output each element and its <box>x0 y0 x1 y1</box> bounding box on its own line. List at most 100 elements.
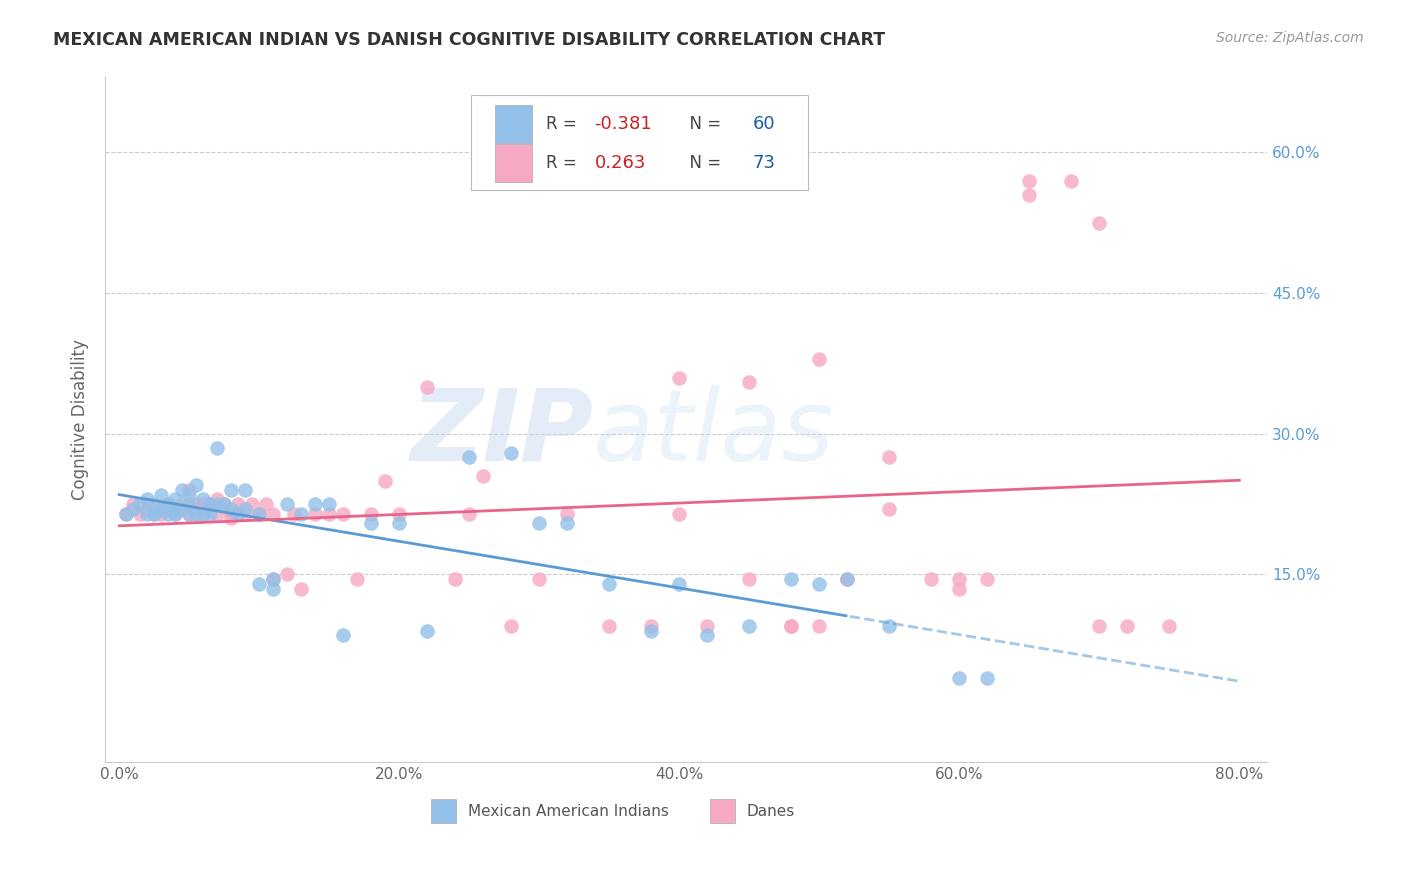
Point <box>219 501 242 516</box>
Point <box>200 497 222 511</box>
Point <box>165 507 187 521</box>
Text: Mexican American Indians: Mexican American Indians <box>468 804 669 819</box>
FancyBboxPatch shape <box>710 799 735 823</box>
Point <box>598 619 620 633</box>
Point <box>668 370 690 384</box>
Point <box>879 450 901 465</box>
Point <box>157 497 180 511</box>
Point <box>262 572 284 586</box>
FancyBboxPatch shape <box>430 799 456 823</box>
Point <box>290 582 312 596</box>
Point <box>205 507 228 521</box>
Point <box>304 497 326 511</box>
Point <box>1088 619 1111 633</box>
Text: MEXICAN AMERICAN INDIAN VS DANISH COGNITIVE DISABILITY CORRELATION CHART: MEXICAN AMERICAN INDIAN VS DANISH COGNIT… <box>53 31 886 49</box>
Point <box>668 577 690 591</box>
Point <box>780 619 803 633</box>
Point <box>115 507 138 521</box>
Point <box>1060 173 1083 187</box>
Text: atlas: atlas <box>593 385 835 482</box>
Point <box>212 497 235 511</box>
Point <box>186 497 208 511</box>
Point <box>640 619 662 633</box>
Point <box>738 619 761 633</box>
Point <box>948 572 970 586</box>
Point <box>696 628 718 642</box>
Point <box>668 507 690 521</box>
Point <box>696 619 718 633</box>
Point <box>226 507 249 521</box>
Point <box>205 497 228 511</box>
Point <box>374 474 396 488</box>
Point <box>233 483 256 497</box>
Point <box>150 501 173 516</box>
Text: Danes: Danes <box>747 804 794 819</box>
Point <box>247 577 270 591</box>
Point <box>416 380 439 394</box>
Point <box>143 507 166 521</box>
Point <box>458 450 481 465</box>
Point <box>186 507 208 521</box>
Point <box>738 572 761 586</box>
Text: N =: N = <box>679 115 727 133</box>
Text: ZIP: ZIP <box>411 385 593 482</box>
Point <box>179 507 201 521</box>
Text: R =: R = <box>546 154 586 172</box>
Point <box>233 501 256 516</box>
Point <box>318 507 340 521</box>
Text: N =: N = <box>679 154 727 172</box>
Point <box>529 516 551 530</box>
Point <box>388 507 411 521</box>
Point <box>122 501 145 516</box>
Point <box>172 501 194 516</box>
Point <box>332 628 354 642</box>
Text: R =: R = <box>546 115 582 133</box>
Point <box>219 507 242 521</box>
Point <box>219 483 242 497</box>
Point <box>122 497 145 511</box>
Point <box>640 624 662 638</box>
Point <box>976 572 998 586</box>
Point <box>276 567 298 582</box>
Point <box>186 507 208 521</box>
Point <box>186 478 208 492</box>
Point <box>136 507 159 521</box>
Point <box>501 445 523 459</box>
Point <box>444 572 467 586</box>
Point <box>136 501 159 516</box>
Point <box>179 507 201 521</box>
Point <box>332 507 354 521</box>
Point <box>262 572 284 586</box>
Point <box>879 501 901 516</box>
Point <box>165 501 187 516</box>
Point <box>346 572 368 586</box>
Y-axis label: Cognitive Disability: Cognitive Disability <box>72 339 89 500</box>
Point <box>193 507 215 521</box>
Point <box>129 507 152 521</box>
Point <box>472 469 495 483</box>
Point <box>262 507 284 521</box>
Point <box>193 497 215 511</box>
Point <box>179 488 201 502</box>
Point <box>150 501 173 516</box>
Point <box>808 577 831 591</box>
Point <box>501 619 523 633</box>
Point <box>157 497 180 511</box>
Point <box>247 507 270 521</box>
Point <box>226 497 249 511</box>
Point <box>304 507 326 521</box>
Point <box>179 483 201 497</box>
Point <box>416 624 439 638</box>
Point <box>172 483 194 497</box>
Point <box>290 507 312 521</box>
Point <box>1116 619 1139 633</box>
Point <box>165 507 187 521</box>
Point <box>976 671 998 685</box>
Point <box>219 511 242 525</box>
FancyBboxPatch shape <box>471 95 808 190</box>
Point <box>555 507 578 521</box>
Point <box>254 497 277 511</box>
Point <box>179 497 201 511</box>
Point <box>780 619 803 633</box>
Point <box>165 501 187 516</box>
